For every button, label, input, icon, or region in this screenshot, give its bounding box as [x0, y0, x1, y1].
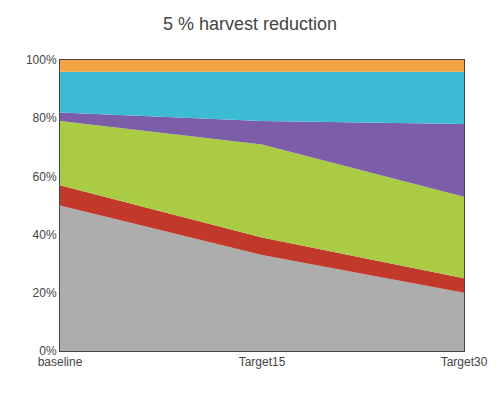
- svg-text:0%: 0%: [39, 344, 57, 358]
- svg-text:Target15: Target15: [239, 355, 286, 369]
- svg-text:baseline: baseline: [38, 355, 83, 369]
- svg-text:5 % harvest reduction: 5 % harvest reduction: [163, 14, 337, 34]
- svg-text:60%: 60%: [33, 170, 57, 184]
- svg-text:Target30: Target30: [441, 355, 488, 369]
- svg-text:20%: 20%: [33, 286, 57, 300]
- svg-text:100%: 100%: [26, 53, 57, 67]
- svg-text:40%: 40%: [33, 228, 57, 242]
- svg-text:80%: 80%: [33, 111, 57, 125]
